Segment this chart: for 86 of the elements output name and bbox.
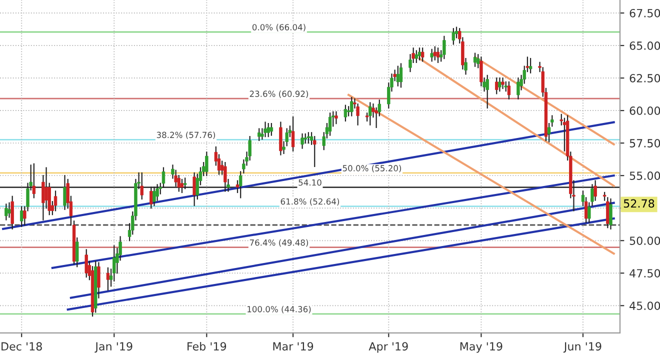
candlestick (516, 77, 520, 100)
x-tick-label: May '19 (460, 342, 502, 353)
y-tick-label: 50.00 (630, 236, 660, 245)
x-tick-label: Mar '19 (273, 342, 314, 351)
candlestick (473, 52, 477, 67)
candlestick (304, 133, 307, 144)
candlestick (528, 58, 532, 74)
y-tick-label: 60.00 (630, 106, 660, 115)
candlestick (20, 206, 24, 227)
candlestick (396, 66, 400, 86)
candlestick (399, 63, 403, 88)
candlestick (442, 36, 446, 60)
candlestick (152, 186, 156, 206)
candlestick (258, 128, 261, 142)
candlestick (495, 77, 498, 94)
candlestick (264, 122, 267, 138)
candlestick (328, 112, 332, 136)
candlestick (279, 122, 282, 156)
candlestick (414, 50, 418, 63)
candlestick (313, 136, 316, 168)
candlestick (606, 197, 610, 228)
x-tick-label: Feb '19 (188, 342, 226, 351)
candlestick (550, 115, 554, 127)
candlestick (291, 116, 295, 152)
annotation: 52.78 (624, 199, 654, 208)
y-tick-label: 67.50 (630, 8, 660, 18)
candlestick (76, 237, 79, 268)
candlestick (420, 48, 424, 62)
candlestick (507, 81, 511, 100)
candlestick (452, 28, 456, 45)
x-tick-label: Dec '18 (2, 342, 42, 351)
ref-line-label: 0.0% (66.04) (252, 24, 306, 32)
candlestick (609, 198, 612, 230)
candlestick (192, 172, 196, 206)
candlestick (486, 74, 489, 108)
candlestick (433, 46, 437, 60)
ref-line-label: 23.6% (60.92) (250, 90, 308, 98)
candlestick (224, 162, 227, 192)
candlestick (10, 196, 14, 230)
candlestick (368, 102, 372, 126)
ref-line-label: 54.10 (298, 179, 322, 186)
ref-line-label: 100.0% (44.36) (248, 306, 311, 314)
candlestick (106, 267, 110, 291)
candlestick (266, 122, 270, 138)
candlestick (547, 122, 551, 142)
candlestick (300, 133, 304, 149)
ref-line-label: 76.4% (49.48) (250, 239, 308, 247)
y-tick-label: 55.00 (630, 172, 660, 180)
ref-line-label: 61.8% (52.64) (280, 198, 340, 206)
ref-line-label: 38.2% (57.76) (156, 132, 216, 140)
ref-line-label: 50.0% (55.20) (342, 164, 402, 172)
candlestick (97, 262, 100, 298)
candlestick (504, 81, 508, 92)
x-tick-label: Apr '19 (368, 342, 408, 353)
y-tick-label: 62.50 (630, 74, 660, 82)
candlestick (183, 178, 187, 190)
candlestick (418, 48, 422, 60)
x-tick-label: Jan '19 (94, 342, 132, 353)
candlestick (239, 171, 242, 198)
candlestick (588, 202, 591, 223)
y-tick-label: 57.50 (630, 139, 660, 148)
x-tick-label: Jun '19 (563, 342, 602, 353)
candlestick (4, 204, 8, 220)
candlestick (84, 249, 88, 278)
candlestick (430, 48, 434, 62)
candlestick (44, 167, 48, 209)
candlestick (32, 163, 36, 198)
candlestick (54, 190, 58, 212)
candlestick (8, 202, 11, 218)
y-tick-label: 65.00 (630, 41, 660, 50)
candlestick (350, 96, 354, 116)
candlestick (270, 122, 274, 136)
y-tick-label: 47.50 (630, 269, 660, 278)
candlestick (205, 152, 208, 176)
candlestick (306, 132, 310, 144)
candlestick (140, 172, 144, 200)
candlestick (150, 186, 153, 209)
candlestick (344, 104, 348, 122)
candlestick (501, 77, 504, 89)
candlestick (498, 77, 502, 92)
y-tick-label: 45.00 (630, 302, 660, 310)
candlestick (180, 178, 184, 194)
candlestick (436, 48, 440, 63)
candlestick (63, 175, 66, 210)
candlestick (590, 184, 594, 206)
candlestick (334, 111, 338, 124)
